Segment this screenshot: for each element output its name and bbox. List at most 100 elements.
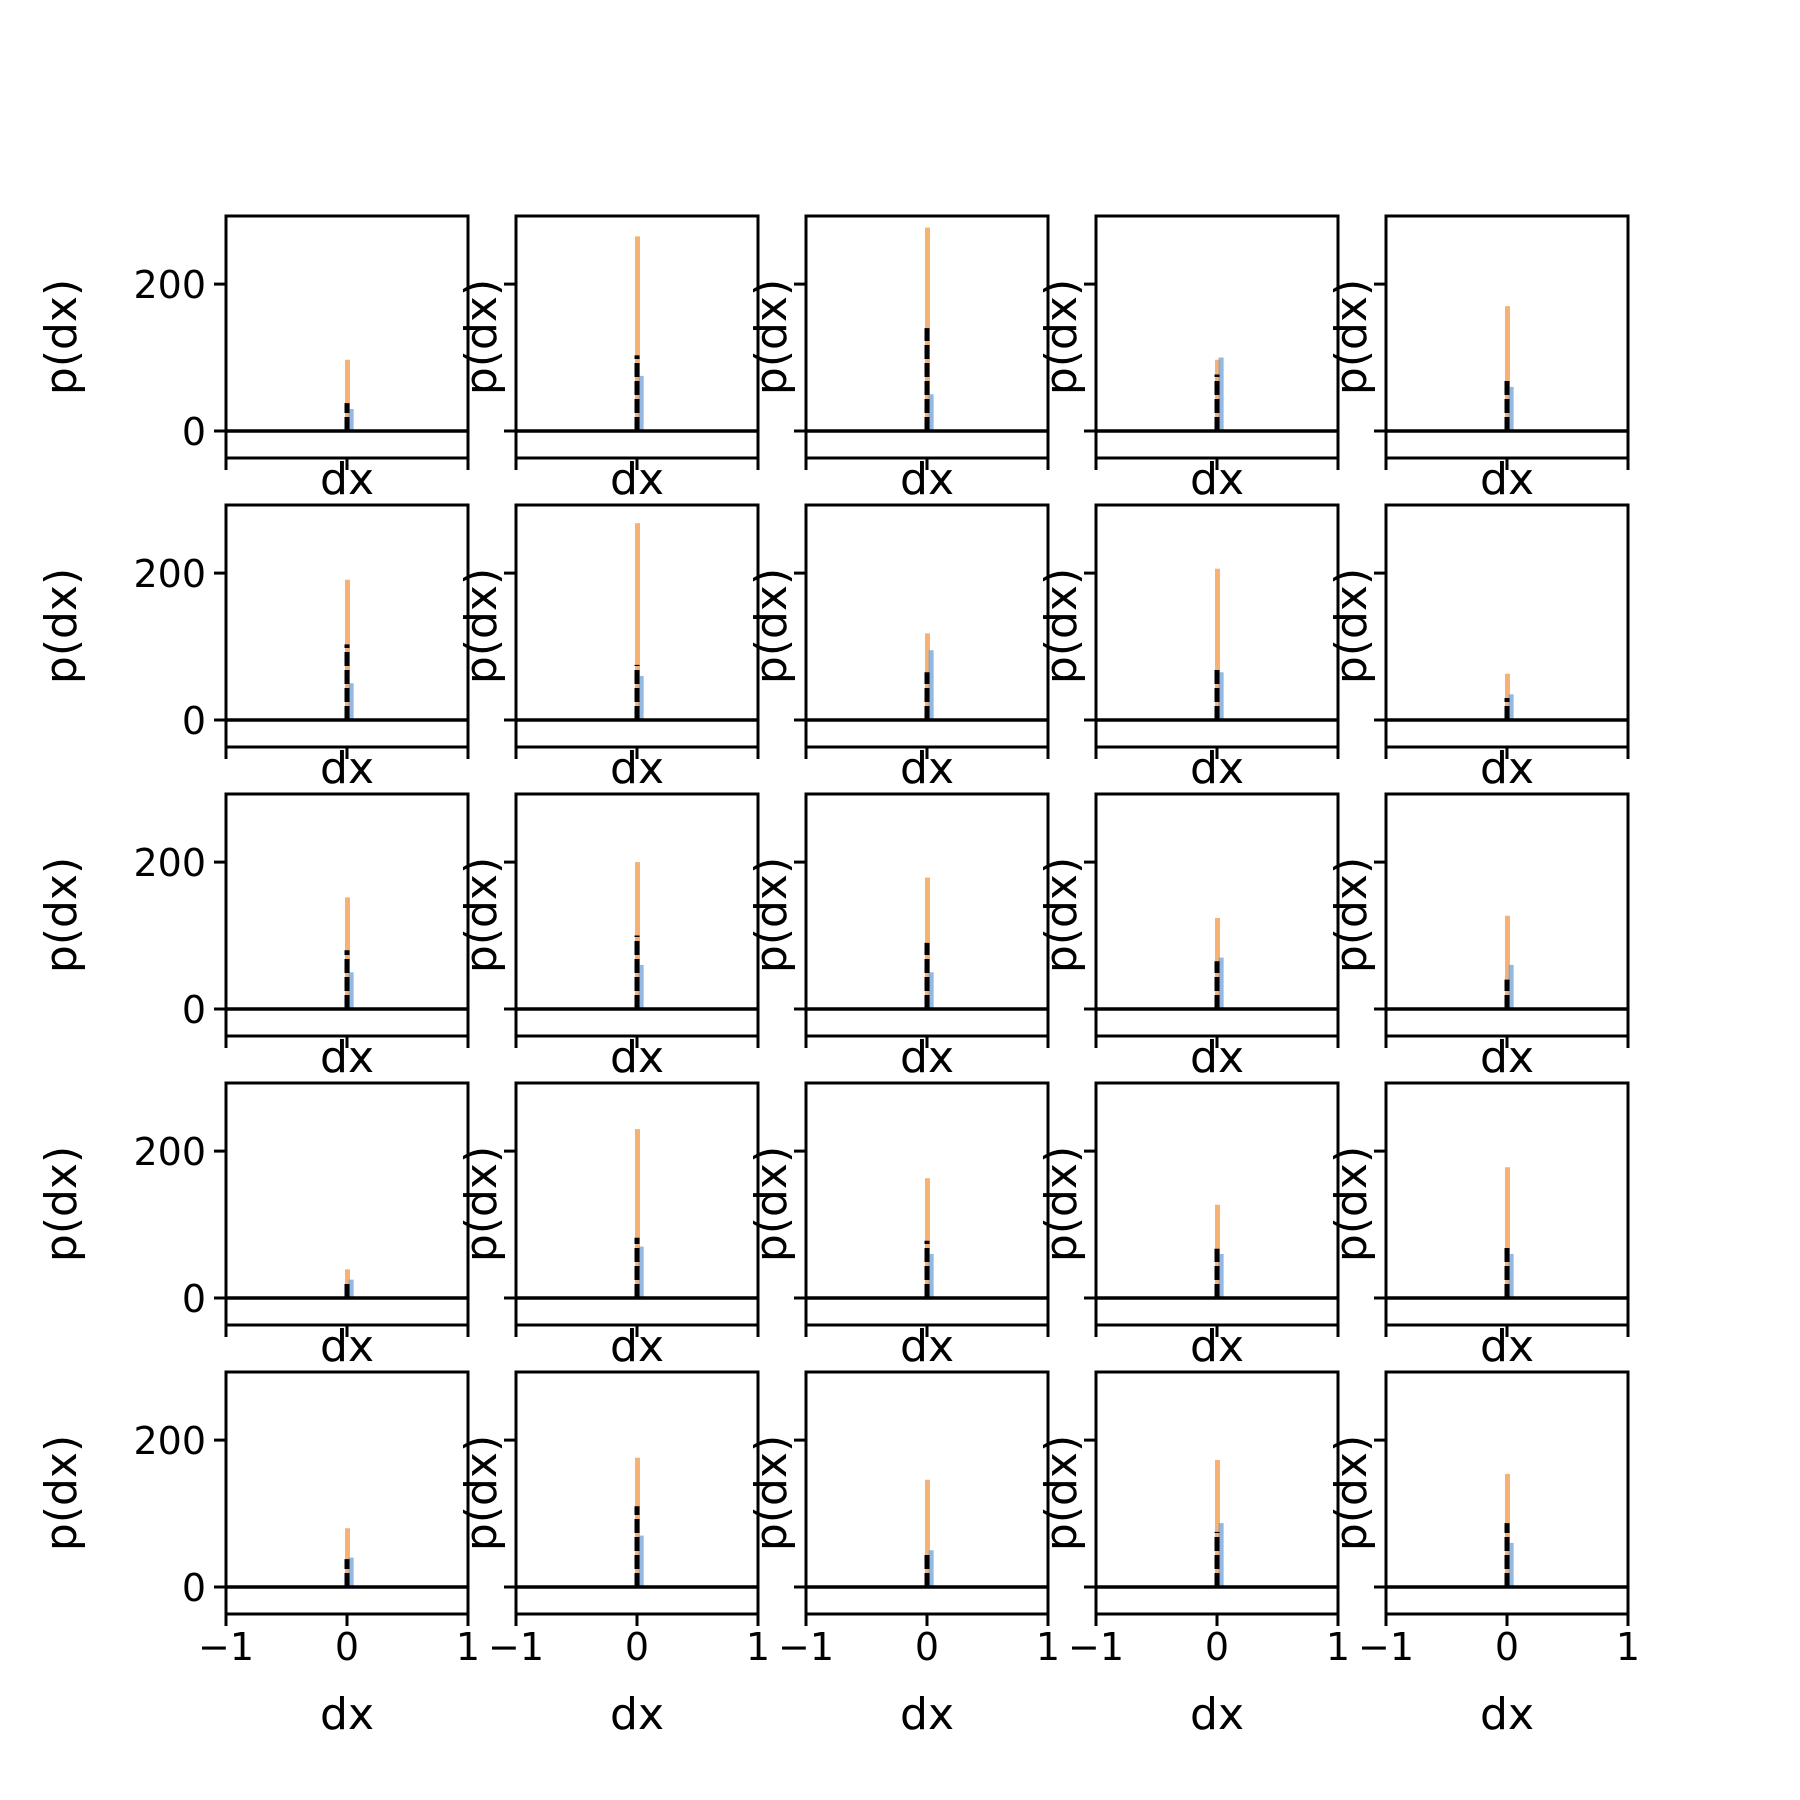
y-axis-label: p(dx) xyxy=(1326,279,1377,395)
bar-orange xyxy=(1505,306,1510,431)
y-axis-label: p(dx) xyxy=(1036,857,1087,973)
y-axis-label: p(dx) xyxy=(1036,1435,1087,1551)
y-tick-label: 0 xyxy=(182,1277,206,1321)
x-tick-label: 1 xyxy=(1036,1625,1060,1669)
bar-blue xyxy=(638,675,644,720)
x-tick-label: −1 xyxy=(488,1625,544,1669)
x-tick-label: 1 xyxy=(1616,1625,1640,1669)
x-axis-label: dx xyxy=(320,454,374,505)
bar-orange xyxy=(1215,1459,1220,1587)
y-axis-label: p(dx) xyxy=(36,279,87,395)
y-axis-label: p(dx) xyxy=(746,1146,797,1262)
bar-blue xyxy=(928,650,934,720)
y-axis-label: p(dx) xyxy=(456,1146,507,1262)
y-axis-label: p(dx) xyxy=(1326,568,1377,684)
x-axis-label: dx xyxy=(320,1321,374,1372)
bar-blue xyxy=(928,972,934,1009)
y-axis-label: p(dx) xyxy=(36,568,87,684)
y-tick-label: 0 xyxy=(182,699,206,743)
x-axis-label: dx xyxy=(1480,1689,1534,1740)
bar-orange xyxy=(635,1129,640,1298)
bar-orange xyxy=(635,523,640,720)
y-axis-label: p(dx) xyxy=(746,1435,797,1551)
bar-orange xyxy=(1215,568,1220,720)
x-axis-label: dx xyxy=(900,1689,954,1740)
x-axis-label: dx xyxy=(1480,454,1534,505)
y-axis-label: p(dx) xyxy=(36,1435,87,1551)
x-axis-label: dx xyxy=(1480,1321,1534,1372)
y-axis-label: p(dx) xyxy=(456,857,507,973)
bar-blue xyxy=(1218,357,1224,431)
bar-blue xyxy=(348,972,354,1009)
bar-orange xyxy=(345,579,350,720)
bar-orange xyxy=(1505,915,1510,1009)
y-axis-label: p(dx) xyxy=(36,1146,87,1262)
x-tick-label: 0 xyxy=(625,1625,649,1669)
x-tick-label: 1 xyxy=(746,1625,770,1669)
bar-blue xyxy=(348,1279,354,1298)
bar-blue xyxy=(348,1557,354,1587)
x-axis-label: dx xyxy=(900,1321,954,1372)
y-tick-label: 0 xyxy=(182,410,206,454)
bar-blue xyxy=(638,1535,644,1587)
x-axis-label: dx xyxy=(610,454,664,505)
y-axis-label: p(dx) xyxy=(456,1435,507,1551)
x-axis-label: dx xyxy=(1480,743,1534,794)
x-tick-label: 0 xyxy=(915,1625,939,1669)
y-axis-label: p(dx) xyxy=(1326,857,1377,973)
bar-blue xyxy=(638,1246,644,1298)
y-axis-label: p(dx) xyxy=(456,568,507,684)
y-tick-label: 0 xyxy=(182,1566,206,1610)
bar-orange xyxy=(1505,673,1510,720)
y-tick-label: 200 xyxy=(133,552,206,596)
y-tick-label: 200 xyxy=(133,1130,206,1174)
y-axis-label: p(dx) xyxy=(1326,1146,1377,1262)
x-tick-label: −1 xyxy=(778,1625,834,1669)
x-axis-label: dx xyxy=(900,454,954,505)
bar-blue xyxy=(1218,1523,1224,1587)
x-axis-label: dx xyxy=(900,743,954,794)
y-axis-label: p(dx) xyxy=(1036,279,1087,395)
x-axis-label: dx xyxy=(610,1321,664,1372)
x-axis-label: dx xyxy=(1190,1321,1244,1372)
x-axis-label: dx xyxy=(320,1689,374,1740)
bar-orange xyxy=(345,1269,350,1298)
bar-orange xyxy=(635,236,640,431)
y-axis-label: p(dx) xyxy=(1036,1146,1087,1262)
bar-blue xyxy=(928,394,934,431)
bar-blue xyxy=(1508,694,1514,720)
x-axis-label: dx xyxy=(610,743,664,794)
bar-blue xyxy=(348,408,354,431)
y-tick-label: 0 xyxy=(182,988,206,1032)
x-axis-label: dx xyxy=(900,1032,954,1083)
y-tick-label: 200 xyxy=(133,1419,206,1463)
x-axis-label: dx xyxy=(320,743,374,794)
bar-orange xyxy=(345,359,350,431)
bar-blue xyxy=(1508,1542,1514,1587)
bar-blue xyxy=(1508,964,1514,1009)
bar-blue xyxy=(638,964,644,1009)
x-tick-label: −1 xyxy=(198,1625,254,1669)
bar-orange xyxy=(1505,1167,1510,1298)
x-tick-label: 0 xyxy=(1205,1625,1229,1669)
bar-blue xyxy=(1508,386,1514,431)
bar-blue xyxy=(1508,1253,1514,1298)
x-axis-label: dx xyxy=(1190,454,1244,505)
bar-orange xyxy=(345,1528,350,1587)
bar-blue xyxy=(638,375,644,431)
bar-blue xyxy=(928,1550,934,1587)
x-axis-label: dx xyxy=(1190,743,1244,794)
bar-orange xyxy=(925,1178,930,1298)
x-tick-label: −1 xyxy=(1358,1625,1414,1669)
x-axis-label: dx xyxy=(610,1032,664,1083)
bar-orange xyxy=(925,1479,930,1587)
x-axis-label: dx xyxy=(610,1689,664,1740)
y-axis-label: p(dx) xyxy=(1036,568,1087,684)
y-axis-label: p(dx) xyxy=(36,857,87,973)
x-axis-label: dx xyxy=(1190,1032,1244,1083)
y-tick-label: 200 xyxy=(133,841,206,885)
bar-blue xyxy=(348,683,354,720)
bar-blue xyxy=(1218,672,1224,720)
x-axis-label: dx xyxy=(1190,1689,1244,1740)
